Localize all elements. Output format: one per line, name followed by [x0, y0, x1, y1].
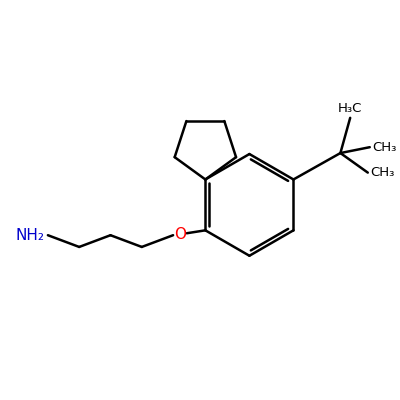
Text: CH₃: CH₃ [373, 141, 397, 154]
Text: NH₂: NH₂ [16, 228, 45, 243]
Text: H₃C: H₃C [338, 102, 362, 114]
Text: O: O [174, 227, 186, 242]
Text: CH₃: CH₃ [371, 166, 395, 179]
